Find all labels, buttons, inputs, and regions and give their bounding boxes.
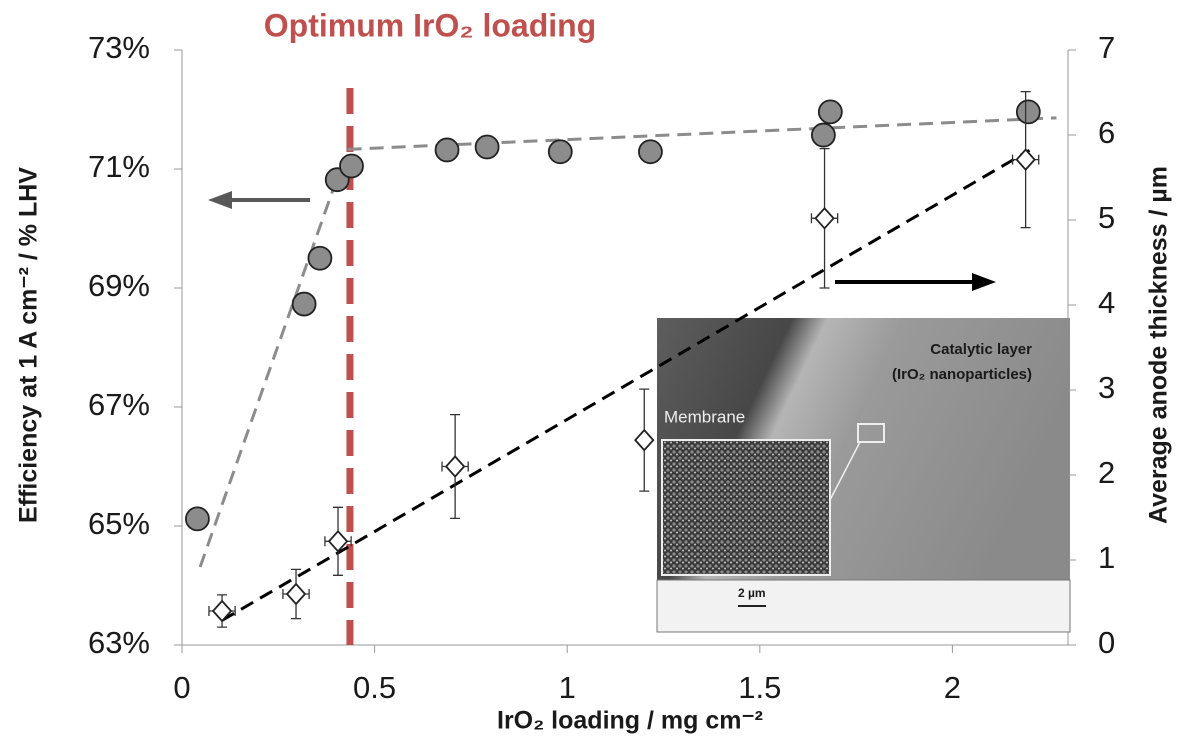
y2-tick-label: 7 [1098, 30, 1115, 65]
point [446, 457, 464, 477]
point [812, 124, 835, 147]
left-arrow-head [208, 191, 232, 209]
y-tick-label: 69% [88, 268, 150, 303]
y-tick-label: 71% [88, 149, 150, 184]
point [1017, 150, 1035, 170]
y2-tick-label: 2 [1098, 455, 1115, 490]
right-arrow-head [972, 273, 996, 291]
y2-tick-label: 0 [1098, 625, 1115, 660]
point [340, 155, 363, 178]
x-tick-label: 1 [559, 670, 576, 705]
inset-label: Membrane [664, 407, 745, 426]
point [1017, 100, 1040, 123]
point [635, 430, 653, 450]
point [308, 247, 331, 270]
point [287, 584, 305, 604]
point [293, 293, 316, 316]
y2-tick-label: 1 [1098, 540, 1115, 575]
point [549, 140, 572, 163]
x-tick-label: 1.5 [738, 670, 781, 705]
x-tick-label: 0 [173, 670, 190, 705]
x-axis-title: IrO₂ loading / mg cm⁻² [497, 707, 763, 735]
inset-label: (IrO₂ nanoparticles) [892, 366, 1032, 383]
point [436, 138, 459, 161]
inset-label: Catalytic layer [930, 341, 1032, 358]
y2-tick-label: 5 [1098, 200, 1115, 235]
trend-line [200, 181, 336, 567]
y-tick-label: 73% [88, 30, 150, 65]
annotation-title: Optimum IrO₂ loading [264, 7, 596, 43]
y-axis-title: Efficiency at 1 A cm⁻² / % LHV [15, 167, 43, 523]
y2-tick-label: 6 [1098, 115, 1115, 150]
y-tick-label: 63% [88, 625, 150, 660]
x-tick-label: 2 [944, 670, 961, 705]
inset-label: 2 µm [738, 586, 766, 600]
point [186, 507, 209, 530]
point [639, 140, 662, 163]
point [476, 135, 499, 158]
chart: Optimum IrO₂ loading IrO₂ loading / mg c… [0, 0, 1181, 749]
y-tick-label: 65% [88, 506, 150, 541]
y2-tick-label: 4 [1098, 285, 1115, 320]
y2-axis-title: Average anode thickness / µm [1145, 166, 1173, 524]
y-tick-label: 67% [88, 387, 150, 422]
point [819, 100, 842, 123]
y2-tick-label: 3 [1098, 370, 1115, 405]
point [816, 208, 834, 228]
x-tick-label: 0.5 [353, 670, 396, 705]
